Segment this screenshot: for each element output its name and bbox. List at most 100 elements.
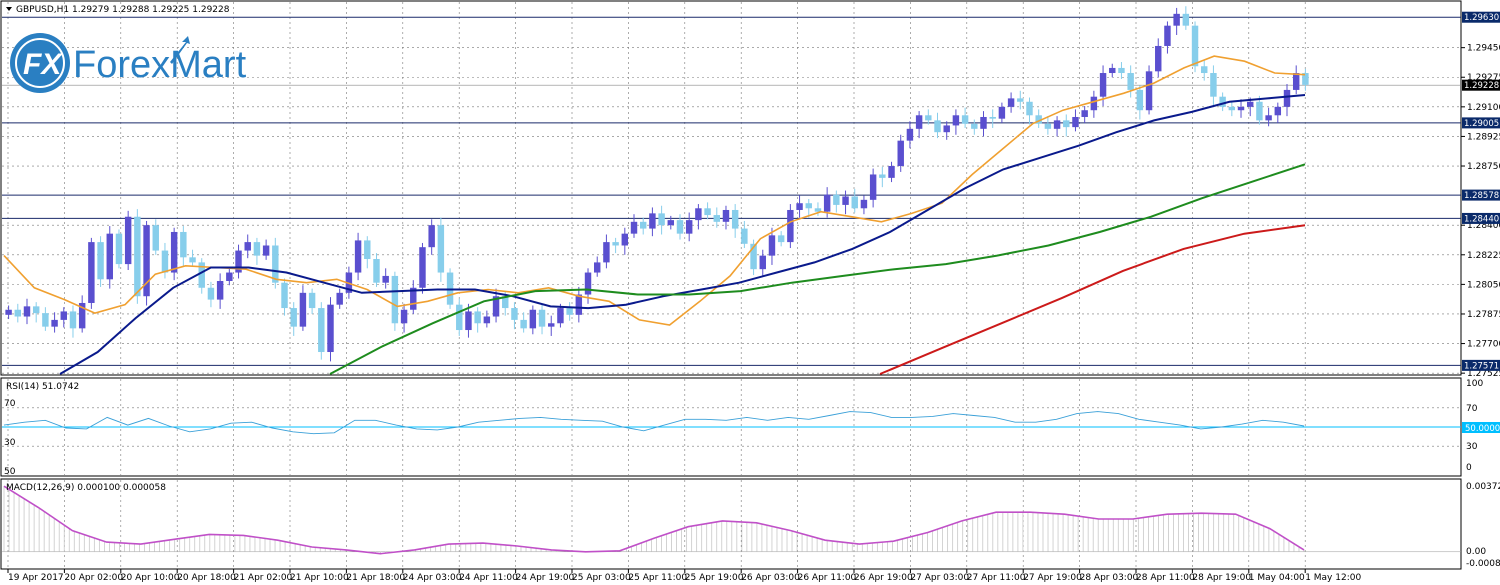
logo-arrow-icon (170, 36, 190, 64)
candlesticks (5, 6, 1309, 362)
candle-body (51, 319, 58, 327)
candle-body (676, 220, 684, 234)
candle-body (814, 208, 822, 212)
time-tick-label: 26 Apr 11:00 (798, 573, 857, 583)
price-tick-label: 1.28400 (1467, 221, 1500, 231)
level-box (1462, 11, 1500, 23)
candle-body (14, 309, 22, 317)
candle-body (722, 209, 730, 222)
candle-body (226, 272, 233, 281)
time-tick-label: 28 Apr 03:00 (1080, 573, 1139, 583)
price-tick-label: 1.28225 (1467, 251, 1500, 261)
candle-body (1017, 98, 1024, 102)
candle-body (1035, 115, 1042, 124)
level-label: 1.29005 (1464, 119, 1499, 129)
candle-body (511, 308, 518, 320)
candle-body (695, 208, 702, 221)
macd-indicator (2, 485, 1461, 555)
candle-body (1228, 106, 1236, 111)
candle-body (529, 309, 537, 329)
candle-body (290, 308, 297, 327)
candle-body (207, 287, 215, 300)
candle-body (1026, 101, 1033, 116)
candle-body (474, 311, 481, 324)
candle-body (1044, 123, 1052, 129)
triangle-down-icon[interactable] (6, 7, 12, 11)
candle-body (262, 245, 270, 256)
candle-body (354, 240, 362, 273)
candle-body (308, 292, 316, 309)
candle-body (410, 287, 417, 310)
candle-body (1182, 13, 1190, 26)
forexmart-logo: FX ForexMart (10, 33, 247, 93)
time-tick-label: 28 Apr 11:00 (1136, 573, 1195, 583)
level-box (1462, 212, 1500, 224)
candle-body (759, 255, 766, 270)
candle-body (805, 203, 812, 209)
rsi-label: RSI(14) 51.0742 (6, 382, 79, 392)
price-tick-label: 1.29275 (1467, 73, 1500, 83)
candle-body (897, 140, 904, 167)
rsi-left-tick-50: 50 (4, 467, 16, 477)
candle-body (364, 240, 371, 260)
candle-body (134, 216, 141, 297)
candle-body (520, 319, 527, 329)
candle-body (1118, 67, 1125, 74)
candle-body (391, 275, 399, 324)
candle-body (1265, 115, 1272, 121)
candle-body (1283, 89, 1291, 107)
candle-body (1136, 89, 1144, 111)
candle-body (934, 120, 941, 133)
candle-body (1274, 106, 1282, 116)
candle-body (952, 115, 960, 126)
macd-panel[interactable] (0, 478, 1462, 570)
level-box (1462, 117, 1500, 129)
candle-body (23, 306, 31, 317)
time-tick-label: 21 Apr 02:00 (234, 573, 293, 583)
candle-body (78, 302, 86, 329)
candle-body (1210, 73, 1217, 97)
candle-body (888, 166, 895, 178)
candle-body (842, 196, 849, 205)
rsi-right-tick-70: 70 (1466, 404, 1478, 414)
candle-body (685, 220, 693, 234)
level-box (1462, 359, 1500, 371)
candle-body (879, 174, 886, 178)
candle-body (925, 115, 932, 121)
candle-body (649, 213, 656, 229)
macd-right-tick-zero: 0.00 (1466, 547, 1486, 557)
candle-body (1256, 101, 1263, 121)
candle-body (1053, 120, 1061, 129)
candle-body (906, 128, 914, 141)
rsi-line (3, 411, 1305, 435)
rsi-left-tick-70: 70 (4, 399, 16, 409)
price-panel[interactable] (0, 0, 1462, 376)
candle-body (336, 292, 343, 305)
candle-body (281, 282, 288, 309)
candle-body (382, 275, 389, 283)
candle-body (373, 259, 380, 283)
candle-body (465, 311, 472, 331)
moving-averages (3, 55, 1306, 375)
candle-body (750, 243, 757, 270)
candle-body (575, 294, 583, 315)
candle-body (768, 235, 776, 256)
macd-right-tick-top: 0.00372 (1466, 482, 1500, 492)
time-tick-label: 25 Apr 19:00 (685, 573, 744, 583)
current-price-label: 1.29228 (1464, 81, 1499, 91)
candle-body (152, 225, 159, 251)
candle-body (1246, 101, 1254, 107)
ma-line-1 (59, 94, 1306, 375)
candle-body (777, 235, 785, 243)
price-tick-label: 1.28750 (1467, 162, 1500, 172)
time-tick-label: 19 Apr 2017 (8, 573, 64, 583)
price-axis: 1.29450 1.29275 1.29100 1.28925 1.28750 1.284… (1461, 11, 1500, 379)
candle-body (299, 292, 307, 327)
logo-name: ForexMart (73, 44, 247, 86)
time-tick-label: 26 Apr 03:00 (741, 573, 800, 583)
rsi-mid-box (1462, 422, 1500, 433)
candle-body (69, 311, 77, 329)
candle-body (1201, 66, 1208, 74)
